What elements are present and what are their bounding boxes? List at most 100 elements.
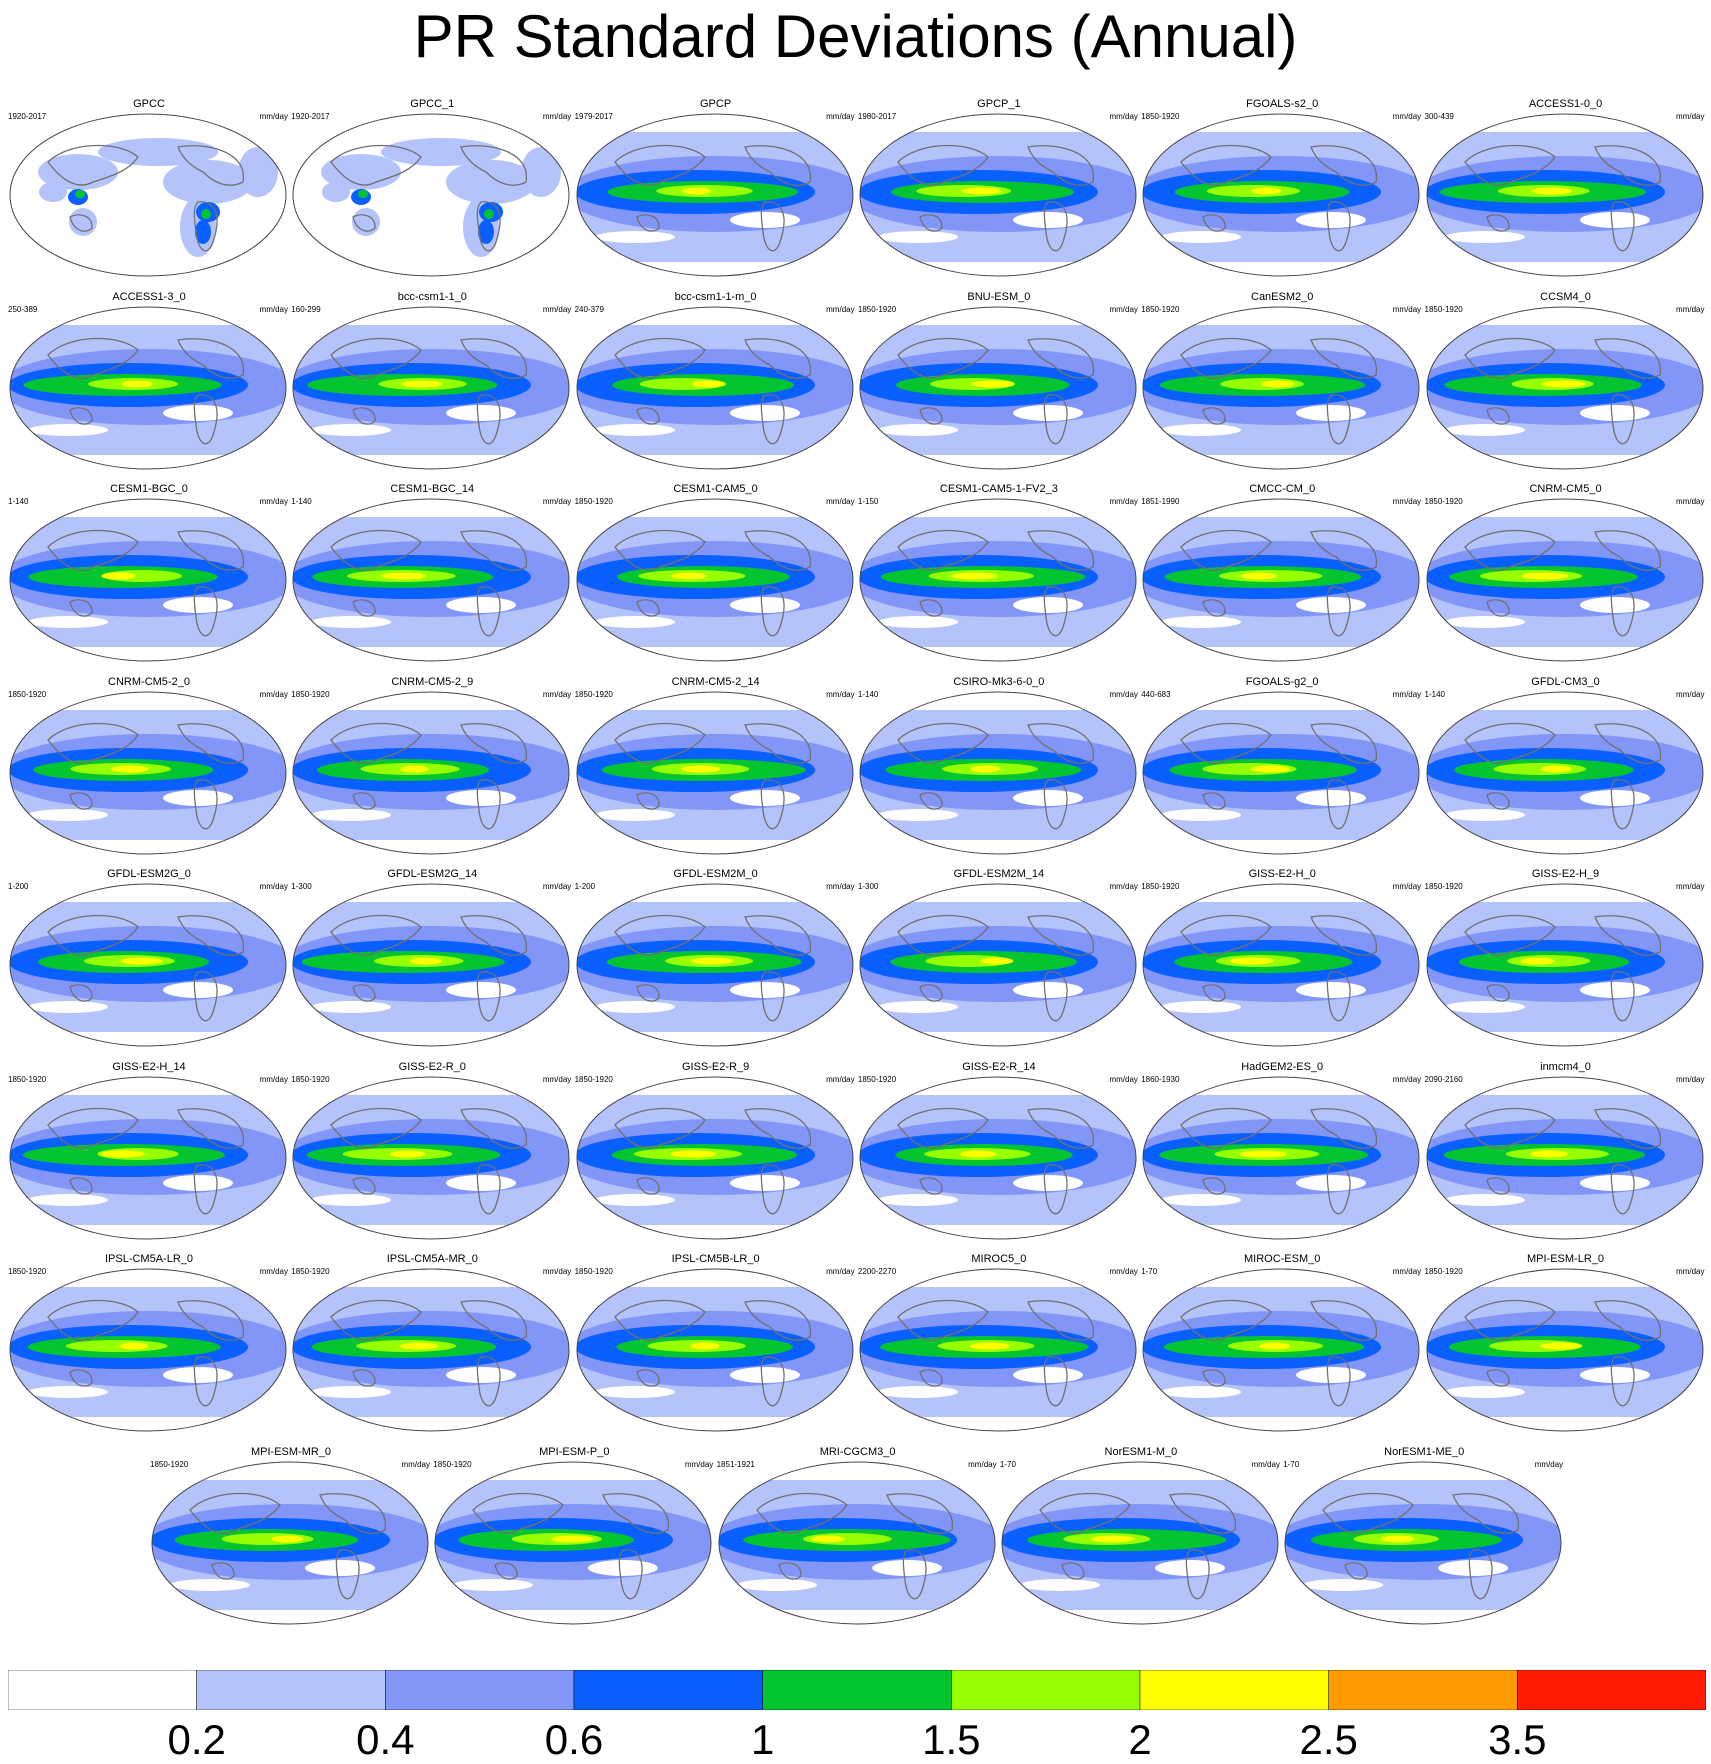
map-panel: NorESM1-ME_0 1-70 mm/day — [1283, 1446, 1565, 1638]
coastline — [897, 914, 989, 956]
global-map — [292, 1076, 570, 1239]
coastline — [613, 337, 706, 379]
panel-units: mm/day — [542, 1267, 572, 1276]
panel-title: GPCP — [700, 98, 732, 110]
precip-contour — [120, 957, 162, 965]
coastline — [885, 1492, 953, 1534]
map-border — [576, 1268, 854, 1432]
precip-contour — [594, 1386, 675, 1398]
precip-contour — [163, 160, 253, 204]
precip-contour — [680, 765, 720, 772]
map-border — [9, 1076, 287, 1239]
colorbar-swatch — [573, 1670, 763, 1710]
coastline — [1463, 529, 1556, 571]
coastline — [1463, 722, 1556, 764]
panel-years: 1-140 — [857, 689, 879, 699]
colorbar-swatch — [385, 1670, 575, 1710]
panel-years: 1851-1990 — [1141, 497, 1180, 506]
precip-contour — [1296, 404, 1367, 421]
coastline — [193, 971, 218, 1022]
panel-title: GPCP_1 — [977, 98, 1021, 110]
coastline — [1310, 337, 1378, 379]
panel-title: ACCESS1-3_0 — [112, 290, 186, 303]
coastline — [743, 1300, 811, 1341]
map-border — [576, 1076, 854, 1239]
precip-contour — [871, 1559, 942, 1576]
coastline — [177, 337, 244, 379]
panel-title: IPSL-CM5B-LR_0 — [671, 1253, 760, 1265]
map-panel: CESM1-BGC_14 1-140 mm/day — [291, 483, 573, 675]
coastline — [1326, 393, 1351, 444]
coastline — [743, 1107, 811, 1149]
map-panel: ACCESS1-0_0 300-439 mm/day — [1425, 98, 1707, 290]
map-panel: bcc-csm1-1_0 160-299 mm/day — [291, 291, 573, 483]
precip-contour — [163, 597, 233, 613]
colorbar — [8, 1670, 1706, 1710]
global-map — [1426, 498, 1703, 662]
map-panel: HadGEM2-ES_0 1860-1930 mm/day — [1141, 1061, 1423, 1253]
global-map — [576, 498, 854, 662]
panel-title: CESM1-CAM5_0 — [673, 483, 758, 495]
coastline — [352, 599, 376, 617]
panel-title: GFDL-ESM2M_14 — [953, 868, 1045, 880]
panel-title: GISS-E2-R_9 — [681, 1060, 750, 1073]
coastline — [1452, 1492, 1520, 1534]
precip-contour — [1012, 789, 1083, 806]
panel-units: mm/day — [542, 689, 572, 699]
coastline — [613, 722, 706, 764]
coastline — [635, 1176, 660, 1195]
coastline — [1326, 778, 1351, 829]
precip-contour — [1161, 808, 1242, 821]
coastline — [1610, 971, 1635, 1022]
panel-units: mm/day — [1392, 112, 1422, 121]
precip-contour — [1296, 212, 1367, 228]
global-map — [859, 1268, 1137, 1432]
coastline — [352, 1176, 376, 1195]
coastline — [1026, 915, 1094, 956]
map-panel: GISS-E2-H_14 1850-1920 mm/day — [8, 1061, 290, 1253]
coastline — [494, 1561, 518, 1580]
coastline — [1485, 791, 1510, 810]
global-map — [292, 1268, 570, 1432]
panel-title: IPSL-CM5A-MR_0 — [386, 1253, 478, 1265]
global-map — [576, 883, 854, 1047]
map-panel: inmcm4_0 2090-2160 mm/day — [1425, 1061, 1707, 1253]
coastline — [330, 529, 423, 571]
panel-title: NorESM1-ME_0 — [1384, 1445, 1465, 1458]
precip-contour — [1154, 1559, 1225, 1576]
coastline — [743, 530, 811, 571]
map-border — [434, 1461, 712, 1624]
map-border — [9, 691, 287, 854]
global-map — [9, 691, 287, 854]
global-map — [292, 113, 570, 277]
precip-contour — [877, 231, 958, 243]
coastline — [1610, 1356, 1635, 1407]
coastline — [1043, 1163, 1068, 1214]
precip-contour — [1161, 1386, 1242, 1398]
precip-contour — [1230, 957, 1274, 965]
map-panel: GFDL-ESM2M_14 1-300 mm/day — [858, 868, 1140, 1060]
coastline — [1468, 1548, 1493, 1599]
precip-contour — [163, 404, 233, 421]
coastline — [897, 529, 989, 571]
panel-title: MPI-ESM-MR_0 — [250, 1445, 332, 1458]
panel-years: 1850-1920 — [433, 1459, 472, 1469]
coastline — [69, 1369, 93, 1387]
panel-units: mm/day — [259, 1074, 288, 1084]
global-map — [1426, 691, 1703, 854]
precip-contour — [28, 616, 108, 628]
coastline — [1026, 1107, 1094, 1149]
map-border — [1426, 691, 1703, 854]
coastline — [1185, 1548, 1210, 1599]
precip-contour — [352, 208, 381, 236]
colorbar-label: 0.4 — [356, 1716, 415, 1763]
precip-contour — [1579, 789, 1650, 806]
precip-contour — [971, 380, 1014, 387]
panel-units: mm/day — [1392, 1074, 1422, 1084]
precip-contour — [1541, 380, 1585, 387]
precip-contour — [110, 765, 149, 772]
panel-years: 1850-1920 — [8, 689, 47, 699]
panel-title: IPSL-CM5A-LR_0 — [104, 1253, 194, 1265]
coastline — [1593, 145, 1661, 186]
precip-contour — [670, 1150, 716, 1157]
